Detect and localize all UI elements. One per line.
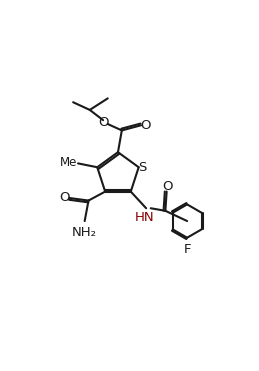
Text: O: O: [163, 180, 173, 194]
Text: HN: HN: [135, 211, 155, 224]
Text: O: O: [140, 119, 151, 132]
Text: Me: Me: [59, 155, 77, 168]
Text: S: S: [138, 161, 146, 174]
Text: O: O: [98, 116, 108, 129]
Text: O: O: [59, 191, 70, 204]
Text: F: F: [183, 243, 191, 256]
Text: NH₂: NH₂: [72, 226, 97, 239]
